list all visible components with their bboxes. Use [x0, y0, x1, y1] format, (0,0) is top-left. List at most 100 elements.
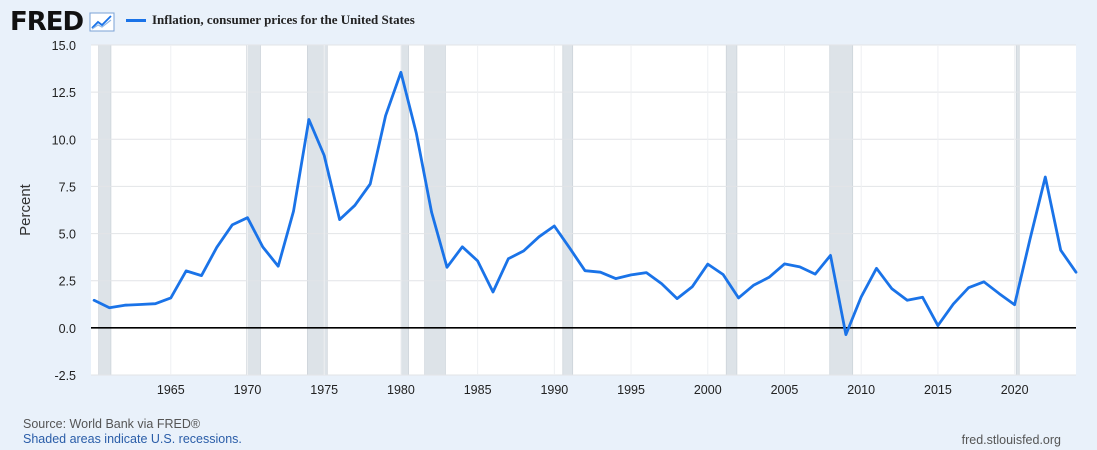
- data-point[interactable]: [308, 118, 310, 120]
- recession-band: [98, 44, 112, 376]
- data-point[interactable]: [829, 254, 831, 256]
- recession-band: [424, 44, 446, 376]
- y-tick-label: 7.5: [59, 180, 76, 194]
- data-point[interactable]: [998, 293, 1000, 295]
- data-point[interactable]: [262, 246, 264, 248]
- data-point[interactable]: [369, 183, 371, 185]
- series-line-inflation[interactable]: [92, 70, 1078, 337]
- data-point[interactable]: [292, 210, 294, 212]
- data-point[interactable]: [799, 266, 801, 268]
- data-point[interactable]: [1059, 249, 1061, 251]
- y-tick-label: 0.0: [59, 322, 76, 336]
- data-point[interactable]: [630, 274, 632, 276]
- data-point[interactable]: [430, 211, 432, 213]
- data-point[interactable]: [323, 154, 325, 156]
- data-point[interactable]: [108, 306, 110, 308]
- data-point[interactable]: [522, 250, 524, 252]
- data-point[interactable]: [216, 246, 218, 248]
- data-point[interactable]: [1075, 271, 1077, 273]
- fred-logo[interactable]: FRED: [10, 7, 84, 37]
- data-point[interactable]: [952, 303, 954, 305]
- data-point[interactable]: [384, 115, 386, 117]
- fred-header: FRED: [10, 6, 115, 38]
- data-point[interactable]: [538, 236, 540, 238]
- x-axis-ticks: 1965 1970 1975 1980 1985 1990 1995 2000 2005 2010…: [157, 383, 1029, 397]
- data-point[interactable]: [476, 260, 478, 262]
- data-point[interactable]: [231, 224, 233, 226]
- data-point[interactable]: [507, 258, 509, 260]
- data-point[interactable]: [906, 299, 908, 301]
- data-point[interactable]: [814, 273, 816, 275]
- grid-lines: [91, 44, 1076, 376]
- data-point[interactable]: [338, 218, 340, 220]
- recession-band: [1015, 44, 1020, 376]
- data-point[interactable]: [1029, 238, 1031, 240]
- data-point[interactable]: [676, 297, 678, 299]
- data-point[interactable]: [937, 324, 939, 326]
- data-point[interactable]: [845, 333, 847, 335]
- data-point[interactable]: [921, 296, 923, 298]
- data-point[interactable]: [568, 247, 570, 249]
- data-point[interactable]: [615, 277, 617, 279]
- recession-band: [246, 44, 261, 376]
- data-point[interactable]: [707, 263, 709, 265]
- x-tick-label: 1970: [234, 383, 262, 397]
- data-point[interactable]: [170, 297, 172, 299]
- data-point[interactable]: [124, 304, 126, 306]
- y-tick-label: 15.0: [52, 39, 76, 53]
- data-point[interactable]: [246, 217, 248, 219]
- data-point[interactable]: [415, 132, 417, 134]
- data-point[interactable]: [200, 274, 202, 276]
- chart-legend: Inflation, consumer prices for the Unite…: [126, 12, 415, 28]
- data-point[interactable]: [1044, 176, 1046, 178]
- data-point[interactable]: [722, 273, 724, 275]
- source-text: Source: World Bank via FRED®: [23, 417, 201, 431]
- y-tick-label: 2.5: [59, 275, 76, 289]
- recession-band: [725, 44, 738, 376]
- y-tick-label: 12.5: [52, 86, 76, 100]
- x-tick-label: 1975: [310, 383, 338, 397]
- data-point[interactable]: [400, 71, 402, 73]
- data-point[interactable]: [599, 271, 601, 273]
- data-point[interactable]: [446, 266, 448, 268]
- y-axis-label: Percent: [17, 183, 34, 236]
- data-point[interactable]: [891, 288, 893, 290]
- data-point[interactable]: [661, 283, 663, 285]
- recession-band: [562, 44, 574, 376]
- site-url[interactable]: fred.stlouisfed.org: [961, 433, 1061, 447]
- x-tick-label: 2000: [694, 383, 722, 397]
- data-point[interactable]: [139, 303, 141, 305]
- y-tick-label: 5.0: [59, 228, 76, 242]
- data-point[interactable]: [783, 263, 785, 265]
- legend-swatch: [126, 18, 146, 22]
- data-point[interactable]: [983, 281, 985, 283]
- data-point[interactable]: [553, 225, 555, 227]
- recession-note: Shaded areas indicate U.S. recessions.: [23, 432, 242, 446]
- y-tick-label: -2.5: [54, 369, 76, 383]
- data-point[interactable]: [185, 270, 187, 272]
- data-point[interactable]: [461, 246, 463, 248]
- data-point[interactable]: [645, 271, 647, 273]
- x-tick-label: 1985: [464, 383, 492, 397]
- x-tick-label: 2015: [924, 383, 952, 397]
- data-point[interactable]: [860, 296, 862, 298]
- data-point[interactable]: [967, 286, 969, 288]
- data-point[interactable]: [277, 265, 279, 267]
- data-point[interactable]: [584, 270, 586, 272]
- data-point[interactable]: [93, 299, 95, 301]
- data-point[interactable]: [354, 204, 356, 206]
- data-point[interactable]: [492, 291, 494, 293]
- data-point[interactable]: [154, 303, 156, 305]
- y-axis-ticks: -2.5 0.0 2.5 5.0 7.5 10.0 12.5 15.0: [52, 39, 76, 383]
- chart-footer: Source: World Bank via FRED® Shaded area…: [23, 417, 242, 447]
- data-point[interactable]: [691, 285, 693, 287]
- data-point[interactable]: [768, 276, 770, 278]
- data-point[interactable]: [875, 267, 877, 269]
- legend-label-inflation: Inflation, consumer prices for the Unite…: [152, 12, 415, 27]
- x-tick-label: 2005: [771, 383, 799, 397]
- plot-area: [91, 45, 1076, 375]
- data-point[interactable]: [1013, 303, 1015, 305]
- data-point[interactable]: [737, 297, 739, 299]
- data-point[interactable]: [753, 284, 755, 286]
